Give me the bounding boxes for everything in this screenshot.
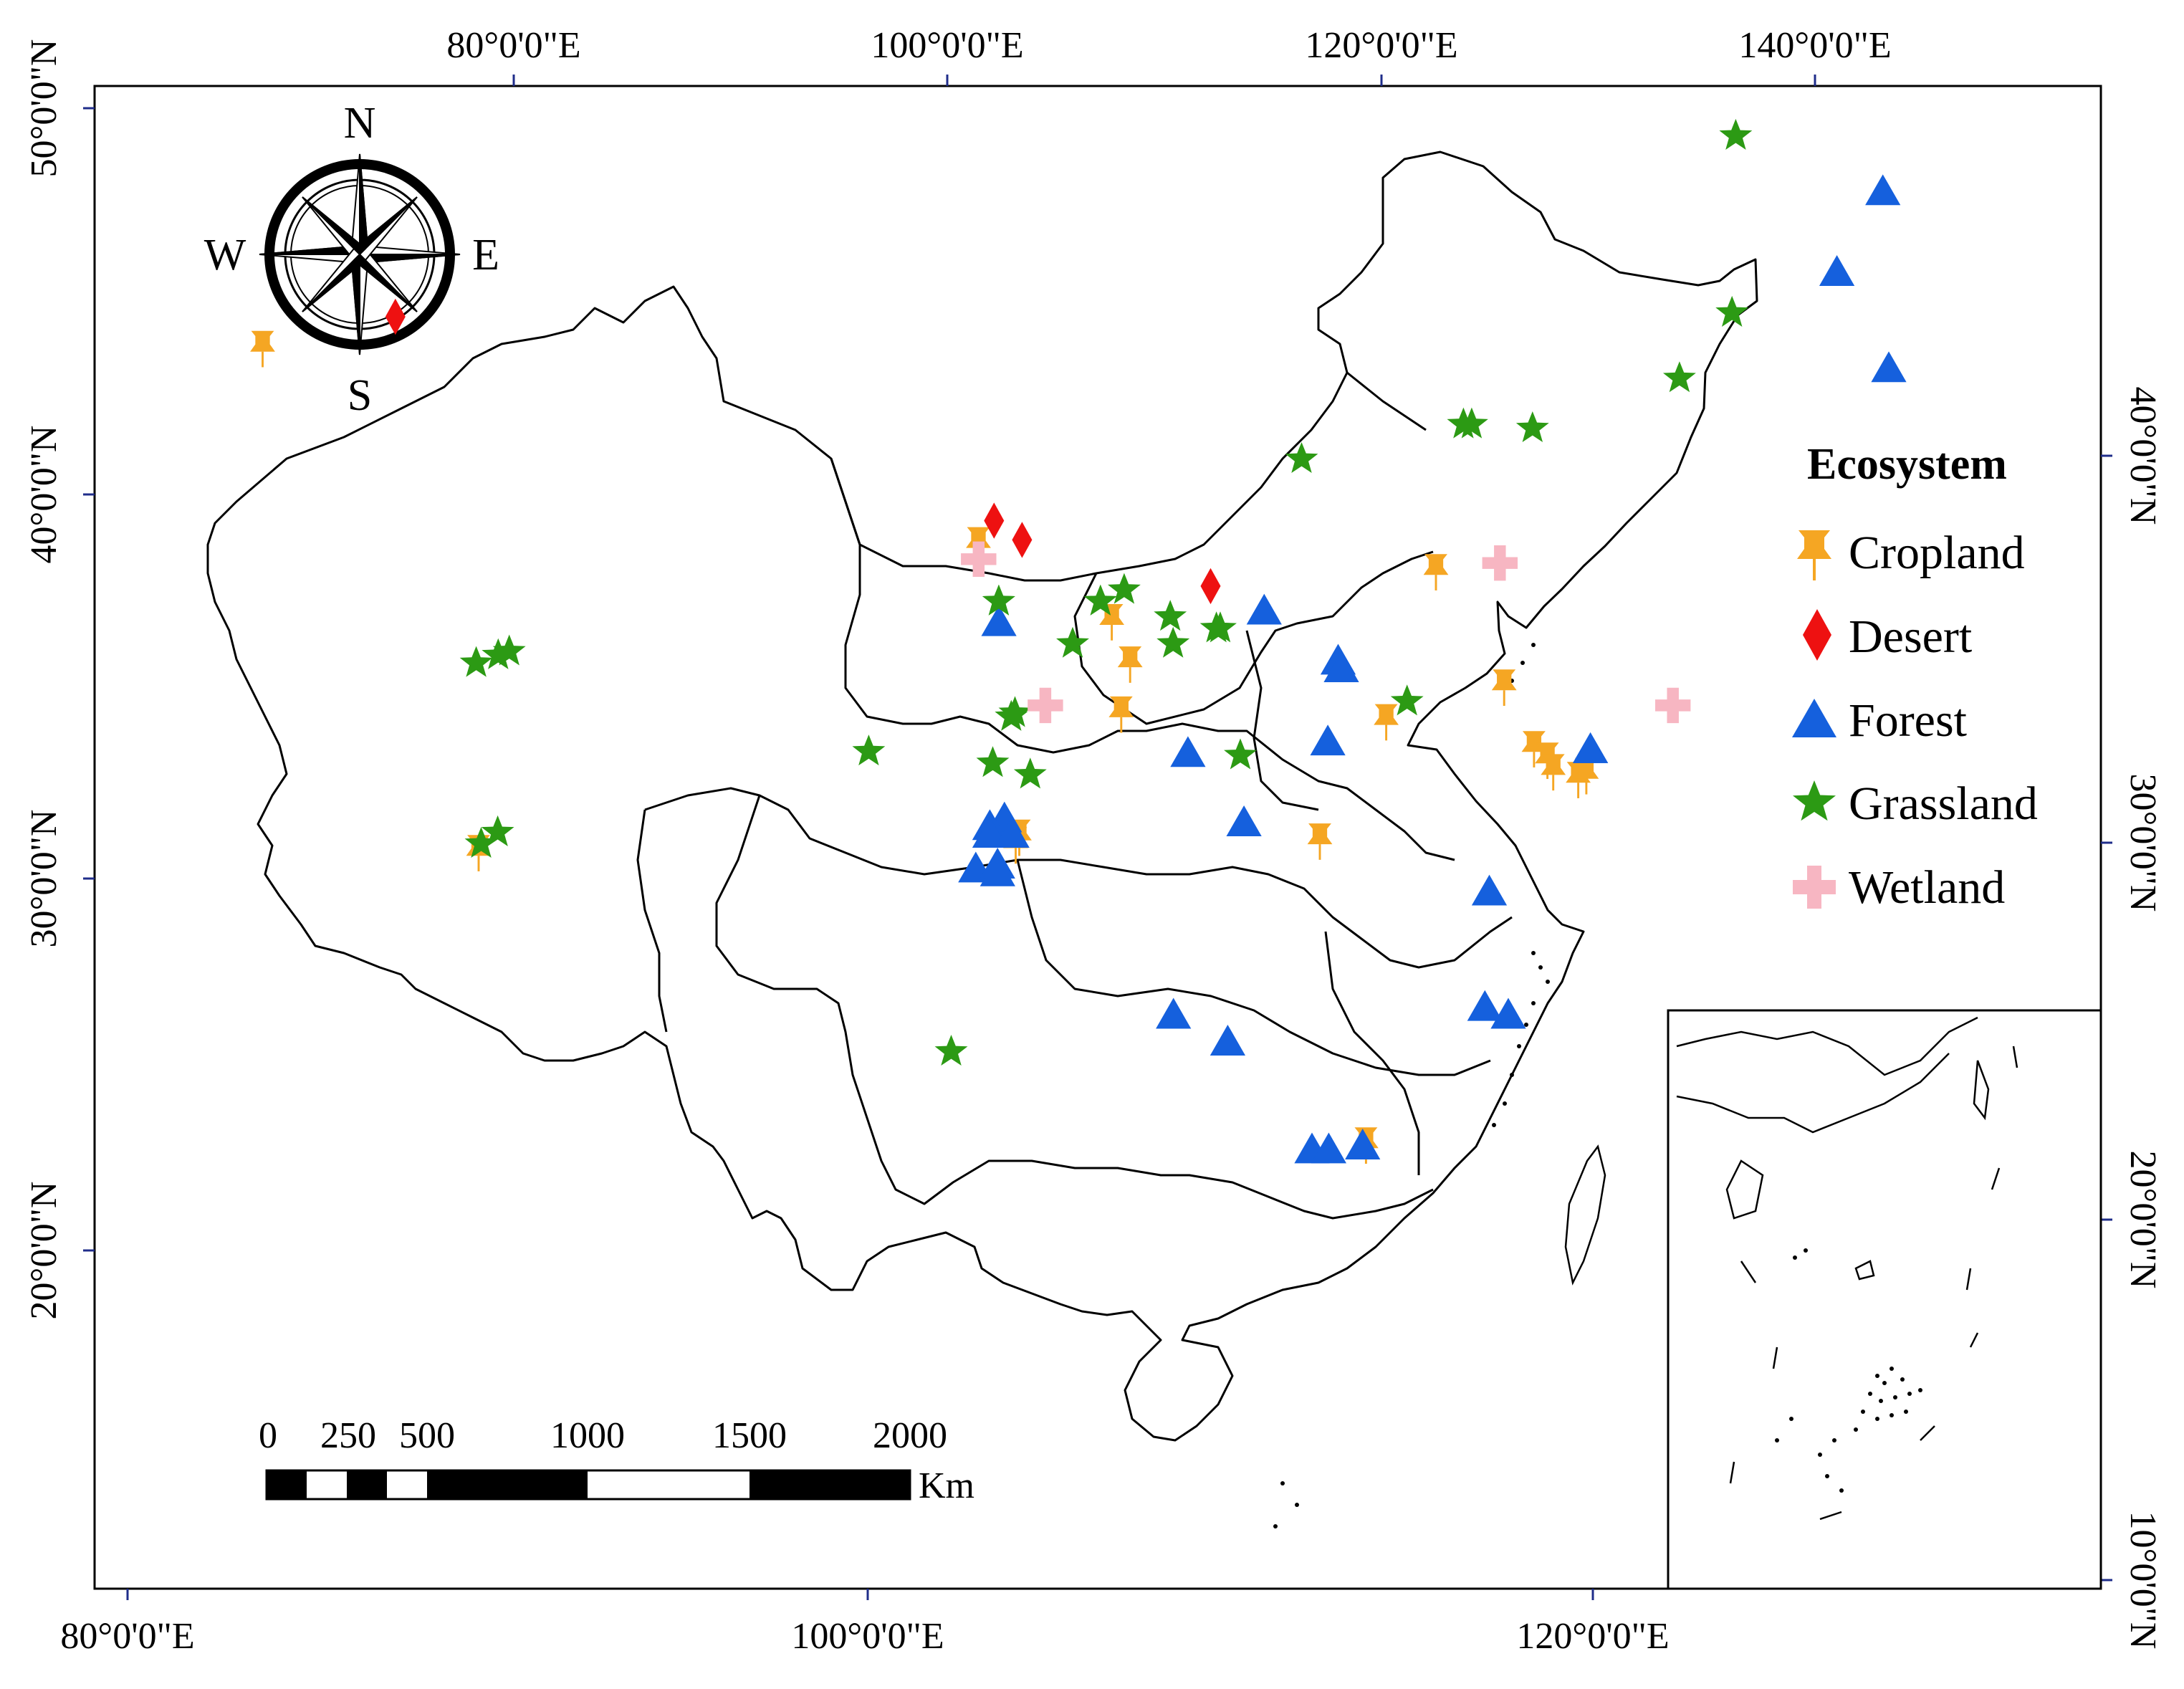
right-axis-label-20n: 20°0'0"N	[2122, 1151, 2163, 1289]
left-axis-label-50n: 50°0'0"N	[24, 39, 64, 178]
compass-north-label: N	[344, 99, 376, 148]
top-axis-label-120e: 120°0'0"E	[1305, 25, 1457, 66]
legend-label-desert: Desert	[1849, 611, 1972, 663]
regional-boundaries	[636, 371, 1513, 1220]
right-axis-label-40n: 40°0'0"N	[2122, 387, 2163, 525]
scale-tick-1500: 1500	[712, 1415, 787, 1456]
left-axis-label-40n: 40°0'0"N	[24, 426, 64, 564]
scale-tick-500: 500	[399, 1415, 455, 1456]
bottom-axis-label-80e: 80°0'0"E	[60, 1616, 194, 1657]
legend-label-wetland: Wetland	[1849, 861, 2005, 914]
right-axis-label-30n: 30°0'0"N	[2122, 774, 2163, 912]
right-axis-label-10n: 10°0'0"N	[2122, 1511, 2163, 1650]
compass-east-label: E	[472, 231, 499, 279]
left-axis-label-20n: 20°0'0"N	[24, 1182, 64, 1320]
scale-tick-2000: 2000	[873, 1415, 947, 1456]
scale-bar	[265, 1469, 911, 1501]
south-china-sea-inset	[1667, 1009, 2102, 1590]
scale-tick-0: 0	[259, 1415, 277, 1456]
legend: Ecosystem Cropland Desert Forest Grassla…	[1792, 440, 2038, 914]
scale-unit: Km	[919, 1465, 974, 1506]
top-axis-label-140e: 140°0'0"E	[1738, 25, 1891, 66]
legend-label-forest: Forest	[1849, 694, 1967, 747]
scale-tick-1000: 1000	[550, 1415, 625, 1456]
compass-south-label: S	[348, 371, 372, 420]
legend-title: Ecosystem	[1807, 440, 2007, 489]
axis-ticks	[83, 75, 2112, 1600]
top-axis-label-80e: 80°0'0"E	[446, 25, 580, 66]
legend-label-cropland: Cropland	[1849, 527, 2025, 579]
top-axis-label-100e: 100°0'0"E	[871, 25, 1023, 66]
scale-tick-250: 250	[320, 1415, 376, 1456]
left-axis-label-30n: 30°0'0"N	[24, 810, 64, 948]
china-outline	[206, 150, 1758, 1442]
compass-rose	[259, 153, 461, 355]
coastal-islands	[1273, 643, 1606, 1528]
bottom-axis-label-100e: 100°0'0"E	[791, 1616, 944, 1657]
compass-west-label: W	[204, 231, 246, 279]
bottom-axis-label-120e: 120°0'0"E	[1516, 1616, 1669, 1657]
legend-label-grassland: Grassland	[1849, 777, 2038, 830]
